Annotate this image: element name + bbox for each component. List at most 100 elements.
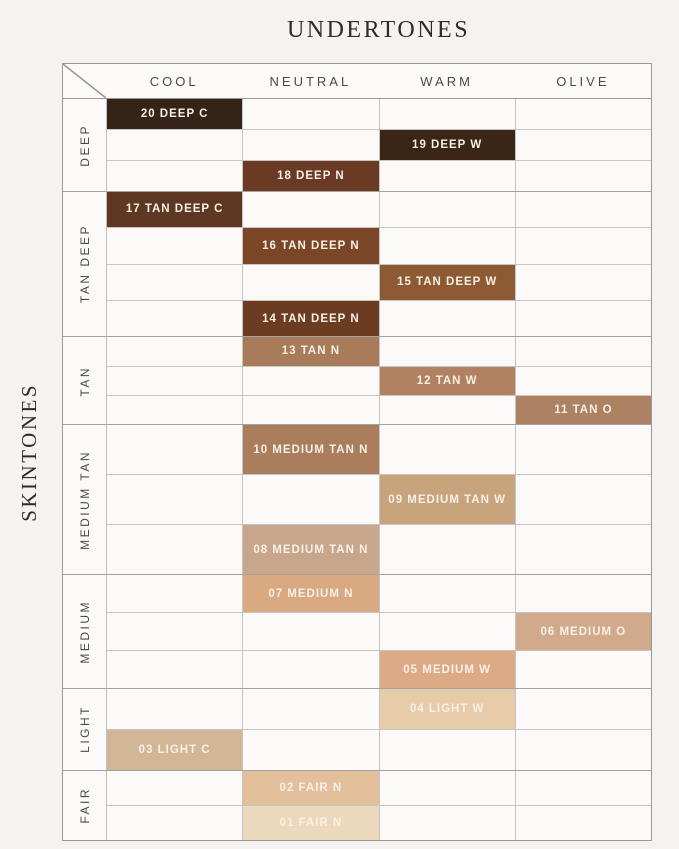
corner-cell: [63, 64, 106, 98]
shade-swatch-17-tan-deep-c: 17 TAN DEEP C: [107, 191, 244, 228]
empty-cell: [243, 191, 380, 228]
empty-cell: [516, 651, 651, 688]
empty-cell: [516, 130, 651, 160]
shade-row-07-medium-n: 07 MEDIUM N: [107, 575, 651, 614]
shade-swatch-15-tan-deep-w: 15 TAN DEEP W: [379, 264, 516, 300]
column-header-neutral: NEUTRAL: [269, 73, 352, 89]
empty-cell: [243, 396, 380, 425]
shade-row-13-tan-n: 13 TAN N: [107, 337, 651, 367]
group-rows: 13 TAN N 12 TAN W 11 TAN O: [107, 337, 651, 425]
shade-swatch-10-medium-tan-n: 10 MEDIUM TAN N: [243, 425, 380, 475]
empty-cell: [516, 425, 651, 474]
empty-cell: [380, 613, 516, 651]
diagonal-divider-line: [63, 64, 106, 98]
shade-swatch-18-deep-n: 18 DEEP N: [243, 160, 380, 191]
empty-cell: [516, 192, 651, 227]
shade-row-04-light-w: 04 LIGHT W: [107, 689, 651, 730]
table-body: DEEP 20 DEEP C 19 DEEP W 18 DEEP N TAN DEEP 1…: [63, 99, 651, 841]
shade-swatch-11-tan-o: 11 TAN O: [515, 396, 651, 425]
group-label-cell-fair: FAIR: [63, 770, 107, 840]
empty-cell: [380, 337, 516, 366]
group-label-text: MEDIUM: [77, 599, 92, 664]
empty-cell: [107, 300, 244, 337]
chart-title-undertones: UNDERTONES: [286, 17, 471, 43]
shade-swatch-07-medium-n: 07 MEDIUM N: [243, 575, 380, 613]
empty-cell: [516, 367, 651, 395]
empty-cell: [380, 805, 516, 841]
empty-cell: [107, 525, 244, 575]
shade-row-02-fair-n: 02 FAIR N: [107, 770, 651, 806]
empty-cell: [516, 806, 651, 840]
empty-cell: [107, 575, 244, 613]
shade-swatch-13-tan-n: 13 TAN N: [243, 337, 380, 366]
empty-cell: [516, 475, 651, 524]
shade-row-14-tan-deep-n: 14 TAN DEEP N: [107, 300, 651, 337]
empty-cell: [380, 396, 516, 425]
shade-row-18-deep-n: 18 DEEP N: [107, 160, 651, 191]
empty-cell: [107, 475, 244, 525]
shade-row-16-tan-deep-n: 16 TAN DEEP N: [107, 228, 651, 265]
group-rows: 02 FAIR N 01 FAIR N: [107, 770, 651, 841]
empty-cell: [107, 396, 244, 425]
shade-row-11-tan-o: 11 TAN O: [107, 396, 651, 425]
empty-cell: [380, 425, 516, 475]
empty-cell: [107, 129, 244, 160]
shade-row-06-medium-o: 06 MEDIUM O: [107, 613, 651, 652]
empty-cell: [243, 651, 380, 689]
shade-swatch-02-fair-n: 02 FAIR N: [243, 770, 380, 805]
empty-cell: [243, 366, 380, 396]
empty-cell: [516, 99, 651, 129]
empty-cell: [107, 160, 244, 191]
empty-cell: [516, 525, 651, 574]
empty-cell: [380, 300, 516, 337]
empty-cell: [107, 425, 244, 475]
column-header-olive: OLIVE: [556, 73, 610, 89]
empty-cell: [380, 525, 516, 575]
empty-cell: [380, 99, 516, 129]
group-label-cell-light: LIGHT: [63, 689, 107, 770]
shade-swatch-01-fair-n: 01 FAIR N: [243, 805, 380, 841]
shade-row-10-medium-tan-n: 10 MEDIUM TAN N: [107, 425, 651, 476]
shade-row-17-tan-deep-c: 17 TAN DEEP C: [107, 191, 651, 229]
empty-cell: [107, 805, 244, 841]
row-group-deep: DEEP 20 DEEP C 19 DEEP W 18 DEEP N: [63, 99, 651, 192]
group-rows: 10 MEDIUM TAN N 09 MEDIUM TAN W 08 MEDIUM …: [107, 425, 651, 575]
shade-swatch-04-light-w: 04 LIGHT W: [379, 689, 516, 729]
group-label-cell-tan: TAN: [63, 337, 107, 425]
empty-cell: [380, 228, 516, 264]
empty-cell: [107, 264, 244, 300]
group-label-cell-medium: MEDIUM: [63, 575, 107, 689]
group-label-text: MEDIUM TAN: [77, 449, 92, 550]
empty-cell: [107, 366, 244, 396]
empty-cell: [107, 337, 244, 366]
column-header-warm: WARM: [420, 73, 473, 89]
row-group-medium-tan: MEDIUM TAN 10 MEDIUM TAN N 09 MEDIUM TAN W…: [63, 425, 651, 576]
group-label-text: DEEP: [77, 123, 92, 167]
empty-cell: [516, 730, 651, 770]
column-header-cool: COOL: [149, 73, 199, 89]
empty-cell: [107, 770, 244, 805]
group-label-text: TAN: [77, 365, 92, 397]
group-label-text: LIGHT: [77, 705, 92, 754]
empty-cell: [380, 191, 516, 228]
shade-row-01-fair-n: 01 FAIR N: [107, 805, 651, 841]
row-group-tan: TAN 13 TAN N 12 TAN W 11 TAN O: [63, 337, 651, 426]
shade-swatch-20-deep-c: 20 DEEP C: [107, 99, 244, 129]
shade-swatch-03-light-c: 03 LIGHT C: [107, 729, 244, 770]
shade-matrix-table: COOL NEUTRAL WARM OLIVE DEEP 20 DEEP C 19 DEE…: [62, 63, 652, 841]
shade-row-19-deep-w: 19 DEEP W: [107, 129, 651, 161]
empty-cell: [516, 161, 651, 191]
empty-cell: [243, 613, 380, 651]
shade-swatch-19-deep-w: 19 DEEP W: [379, 129, 516, 160]
shade-row-15-tan-deep-w: 15 TAN DEEP W: [107, 264, 651, 301]
column-header-row: COOL NEUTRAL WARM OLIVE: [63, 64, 651, 99]
empty-cell: [107, 689, 244, 729]
shade-swatch-05-medium-w: 05 MEDIUM W: [379, 651, 516, 689]
empty-cell: [516, 771, 651, 805]
empty-cell: [380, 729, 516, 770]
empty-cell: [516, 265, 651, 300]
column-headers: COOL NEUTRAL WARM OLIVE: [106, 64, 651, 98]
shade-swatch-12-tan-w: 12 TAN W: [379, 366, 516, 396]
empty-cell: [107, 228, 244, 264]
